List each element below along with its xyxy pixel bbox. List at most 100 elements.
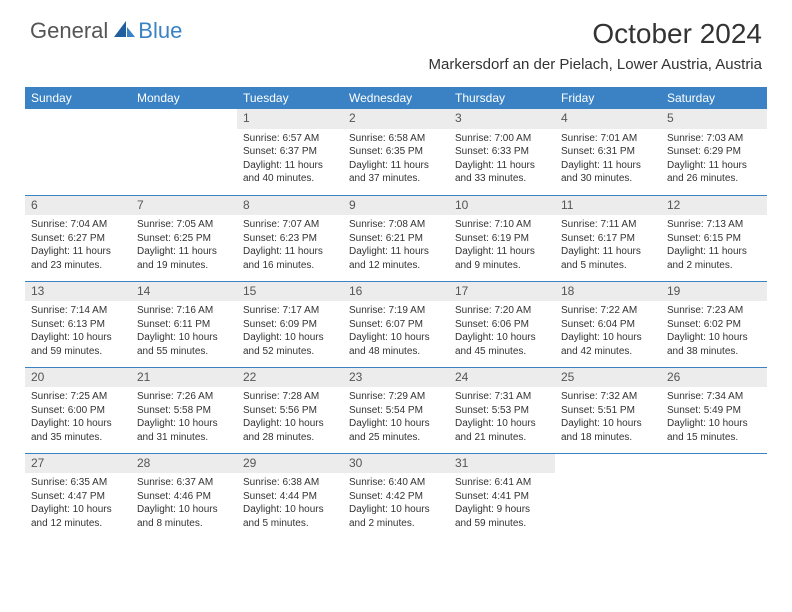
sunrise-text: Sunrise: 6:41 AM <box>455 476 549 490</box>
location-text: Markersdorf an der Pielach, Lower Austri… <box>429 56 763 73</box>
day-number: 25 <box>555 368 661 388</box>
day-content: Sunrise: 7:11 AMSunset: 6:17 PMDaylight:… <box>555 215 661 276</box>
calendar-cell: 5Sunrise: 7:03 AMSunset: 6:29 PMDaylight… <box>661 109 767 195</box>
sunset-text: Sunset: 6:31 PM <box>561 145 655 159</box>
sunset-text: Sunset: 6:15 PM <box>667 232 761 246</box>
day-content: Sunrise: 7:34 AMSunset: 5:49 PMDaylight:… <box>661 387 767 448</box>
day-number: 8 <box>237 196 343 216</box>
day-content: Sunrise: 6:40 AMSunset: 4:42 PMDaylight:… <box>343 473 449 534</box>
day-content: Sunrise: 7:17 AMSunset: 6:09 PMDaylight:… <box>237 301 343 362</box>
calendar-cell: 27Sunrise: 6:35 AMSunset: 4:47 PMDayligh… <box>25 453 131 539</box>
calendar-cell: 7Sunrise: 7:05 AMSunset: 6:25 PMDaylight… <box>131 195 237 281</box>
sunset-text: Sunset: 5:51 PM <box>561 404 655 418</box>
calendar-cell: 29Sunrise: 6:38 AMSunset: 4:44 PMDayligh… <box>237 453 343 539</box>
weekday-header: Thursday <box>449 87 555 109</box>
sunrise-text: Sunrise: 6:57 AM <box>243 132 337 146</box>
weekday-header: Wednesday <box>343 87 449 109</box>
calendar-cell: 3Sunrise: 7:00 AMSunset: 6:33 PMDaylight… <box>449 109 555 195</box>
sunrise-text: Sunrise: 7:29 AM <box>349 390 443 404</box>
calendar-cell: 26Sunrise: 7:34 AMSunset: 5:49 PMDayligh… <box>661 367 767 453</box>
day-number: 27 <box>25 454 131 474</box>
daylight-text: Daylight: 11 hours and 40 minutes. <box>243 159 337 186</box>
calendar-table: Sunday Monday Tuesday Wednesday Thursday… <box>25 87 767 539</box>
day-number: 28 <box>131 454 237 474</box>
calendar-cell <box>25 109 131 195</box>
calendar-cell: 28Sunrise: 6:37 AMSunset: 4:46 PMDayligh… <box>131 453 237 539</box>
sunset-text: Sunset: 6:37 PM <box>243 145 337 159</box>
daylight-text: Daylight: 10 hours and 42 minutes. <box>561 331 655 358</box>
day-content: Sunrise: 6:37 AMSunset: 4:46 PMDaylight:… <box>131 473 237 534</box>
sunset-text: Sunset: 5:49 PM <box>667 404 761 418</box>
calendar-cell: 4Sunrise: 7:01 AMSunset: 6:31 PMDaylight… <box>555 109 661 195</box>
calendar-cell: 21Sunrise: 7:26 AMSunset: 5:58 PMDayligh… <box>131 367 237 453</box>
daylight-text: Daylight: 10 hours and 18 minutes. <box>561 417 655 444</box>
daylight-text: Daylight: 11 hours and 26 minutes. <box>667 159 761 186</box>
sunrise-text: Sunrise: 7:10 AM <box>455 218 549 232</box>
calendar-cell: 8Sunrise: 7:07 AMSunset: 6:23 PMDaylight… <box>237 195 343 281</box>
sunset-text: Sunset: 6:07 PM <box>349 318 443 332</box>
day-number: 14 <box>131 282 237 302</box>
sunset-text: Sunset: 6:23 PM <box>243 232 337 246</box>
calendar-cell: 6Sunrise: 7:04 AMSunset: 6:27 PMDaylight… <box>25 195 131 281</box>
day-number: 31 <box>449 454 555 474</box>
day-number: 23 <box>343 368 449 388</box>
day-content: Sunrise: 7:19 AMSunset: 6:07 PMDaylight:… <box>343 301 449 362</box>
sunset-text: Sunset: 4:41 PM <box>455 490 549 504</box>
calendar-cell: 23Sunrise: 7:29 AMSunset: 5:54 PMDayligh… <box>343 367 449 453</box>
day-content: Sunrise: 7:14 AMSunset: 6:13 PMDaylight:… <box>25 301 131 362</box>
calendar-cell: 2Sunrise: 6:58 AMSunset: 6:35 PMDaylight… <box>343 109 449 195</box>
calendar-cell: 20Sunrise: 7:25 AMSunset: 6:00 PMDayligh… <box>25 367 131 453</box>
day-number: 4 <box>555 109 661 129</box>
sunrise-text: Sunrise: 7:11 AM <box>561 218 655 232</box>
sunrise-text: Sunrise: 7:01 AM <box>561 132 655 146</box>
day-number: 3 <box>449 109 555 129</box>
sunset-text: Sunset: 6:09 PM <box>243 318 337 332</box>
calendar-cell: 12Sunrise: 7:13 AMSunset: 6:15 PMDayligh… <box>661 195 767 281</box>
day-number: 10 <box>449 196 555 216</box>
weekday-header: Saturday <box>661 87 767 109</box>
sunset-text: Sunset: 4:46 PM <box>137 490 231 504</box>
daylight-text: Daylight: 11 hours and 16 minutes. <box>243 245 337 272</box>
sunrise-text: Sunrise: 7:16 AM <box>137 304 231 318</box>
sunrise-text: Sunrise: 7:32 AM <box>561 390 655 404</box>
weekday-header: Friday <box>555 87 661 109</box>
daylight-text: Daylight: 10 hours and 12 minutes. <box>31 503 125 530</box>
day-number: 6 <box>25 196 131 216</box>
brand-logo: General Blue <box>30 18 182 44</box>
calendar-cell <box>555 453 661 539</box>
weekday-header: Monday <box>131 87 237 109</box>
sunset-text: Sunset: 6:04 PM <box>561 318 655 332</box>
sunset-text: Sunset: 5:56 PM <box>243 404 337 418</box>
page-header: General Blue October 2024 Markersdorf an… <box>0 0 792 77</box>
day-number: 18 <box>555 282 661 302</box>
sunset-text: Sunset: 6:27 PM <box>31 232 125 246</box>
sunrise-text: Sunrise: 7:26 AM <box>137 390 231 404</box>
calendar-cell: 13Sunrise: 7:14 AMSunset: 6:13 PMDayligh… <box>25 281 131 367</box>
day-number <box>661 454 767 458</box>
sunrise-text: Sunrise: 7:23 AM <box>667 304 761 318</box>
daylight-text: Daylight: 9 hours and 59 minutes. <box>455 503 549 530</box>
day-content: Sunrise: 7:28 AMSunset: 5:56 PMDaylight:… <box>237 387 343 448</box>
sunrise-text: Sunrise: 6:40 AM <box>349 476 443 490</box>
day-content: Sunrise: 7:16 AMSunset: 6:11 PMDaylight:… <box>131 301 237 362</box>
calendar-cell <box>661 453 767 539</box>
sunrise-text: Sunrise: 7:28 AM <box>243 390 337 404</box>
day-content: Sunrise: 6:35 AMSunset: 4:47 PMDaylight:… <box>25 473 131 534</box>
sunrise-text: Sunrise: 6:37 AM <box>137 476 231 490</box>
sunset-text: Sunset: 6:13 PM <box>31 318 125 332</box>
day-content: Sunrise: 6:58 AMSunset: 6:35 PMDaylight:… <box>343 129 449 190</box>
day-content: Sunrise: 7:07 AMSunset: 6:23 PMDaylight:… <box>237 215 343 276</box>
day-number: 16 <box>343 282 449 302</box>
day-content: Sunrise: 7:03 AMSunset: 6:29 PMDaylight:… <box>661 129 767 190</box>
calendar-week-row: 20Sunrise: 7:25 AMSunset: 6:00 PMDayligh… <box>25 367 767 453</box>
sunset-text: Sunset: 4:42 PM <box>349 490 443 504</box>
daylight-text: Daylight: 10 hours and 59 minutes. <box>31 331 125 358</box>
sunrise-text: Sunrise: 7:20 AM <box>455 304 549 318</box>
day-content: Sunrise: 7:31 AMSunset: 5:53 PMDaylight:… <box>449 387 555 448</box>
calendar-cell: 1Sunrise: 6:57 AMSunset: 6:37 PMDaylight… <box>237 109 343 195</box>
brand-word-2: Blue <box>138 18 182 44</box>
day-content: Sunrise: 7:05 AMSunset: 6:25 PMDaylight:… <box>131 215 237 276</box>
brand-word-1: General <box>30 18 108 44</box>
calendar-cell: 15Sunrise: 7:17 AMSunset: 6:09 PMDayligh… <box>237 281 343 367</box>
sunset-text: Sunset: 6:35 PM <box>349 145 443 159</box>
